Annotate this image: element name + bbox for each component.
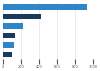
Bar — [3, 52, 12, 57]
Bar — [3, 14, 41, 19]
Bar — [3, 33, 16, 38]
Bar — [3, 42, 14, 48]
Bar — [3, 4, 87, 10]
Bar — [3, 23, 22, 29]
